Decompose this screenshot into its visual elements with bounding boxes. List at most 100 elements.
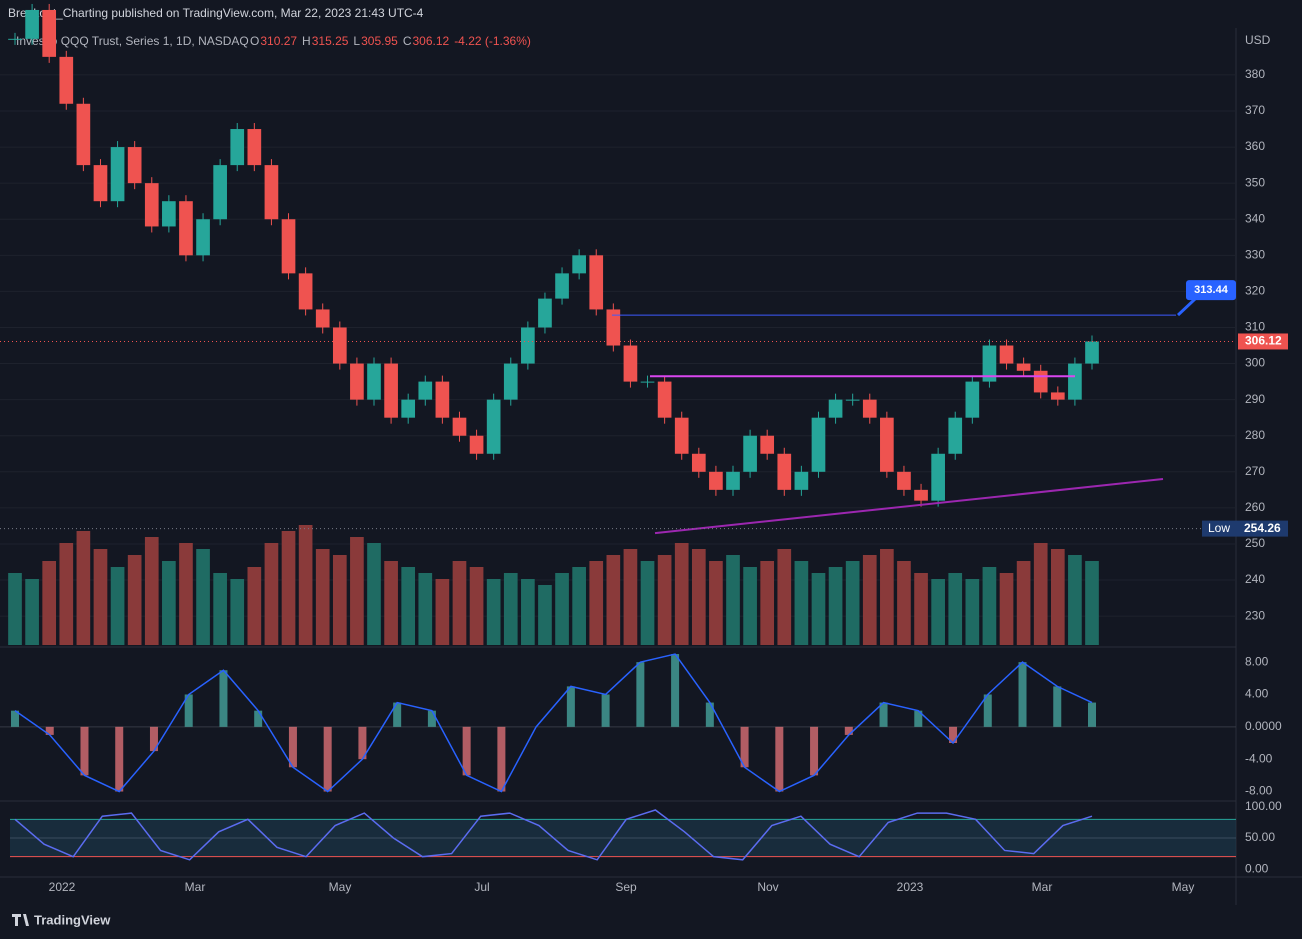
y-tick-label: 240	[1245, 572, 1265, 586]
volume-bar	[811, 573, 826, 645]
volume-bar	[213, 573, 227, 645]
x-tick-label: Mar	[1032, 880, 1053, 894]
candle	[691, 453, 706, 472]
y-tick-label: -8.00	[1245, 784, 1273, 798]
volume-bar	[367, 543, 381, 645]
candle	[538, 298, 552, 328]
resistance-tag	[1186, 280, 1236, 301]
candle	[743, 435, 757, 472]
candle	[503, 363, 518, 400]
candle	[897, 471, 911, 490]
volume-bar	[452, 561, 467, 645]
candle	[247, 129, 262, 166]
volume-bar	[1016, 561, 1031, 645]
volume-bar	[589, 561, 604, 645]
low-price: 254.26	[1244, 521, 1281, 535]
candle	[281, 219, 296, 274]
y-tick-label: 370	[1245, 103, 1265, 117]
candle	[384, 363, 398, 418]
low-label: Low	[1208, 521, 1230, 535]
volume-bar	[1050, 549, 1065, 645]
volume-bar	[674, 543, 689, 645]
volume-bar	[93, 549, 108, 645]
ohlc-key: L	[353, 34, 360, 48]
candle	[179, 201, 193, 256]
volume-bar	[982, 567, 997, 645]
volume-bar	[521, 579, 535, 645]
volume-bar	[230, 579, 245, 645]
volume-bar	[76, 531, 91, 645]
volume-bar	[965, 579, 980, 645]
macd-histogram	[115, 726, 124, 792]
x-tick-label: May	[329, 880, 352, 894]
trend-line	[654, 478, 1164, 535]
ohlc-value: -4.22 (-1.36%)	[454, 34, 531, 48]
volume-bar	[845, 561, 860, 645]
macd-histogram	[914, 710, 923, 727]
candle	[811, 417, 826, 472]
y-tick-label: 380	[1245, 67, 1265, 81]
volume-bar	[350, 537, 364, 645]
y-tick-label: 260	[1245, 500, 1265, 514]
volume-bar	[794, 561, 809, 645]
candle	[144, 183, 159, 227]
volume-bar	[777, 549, 792, 645]
currency: USD	[1245, 33, 1271, 47]
x-tick-label: May	[1172, 880, 1195, 894]
macd-histogram	[740, 726, 749, 768]
ohlc-key: C	[403, 34, 412, 48]
volume-bar	[880, 549, 894, 645]
volume-bar	[572, 567, 586, 645]
volume-bar	[743, 567, 757, 645]
macd-histogram	[358, 726, 367, 760]
volume-bar	[538, 585, 552, 645]
candle	[1085, 341, 1099, 364]
symbol: Invesco QQQ Trust, Series 1, 1D, NASDAQ	[16, 34, 249, 48]
y-tick-label: 50.00	[1245, 830, 1275, 844]
volume-bar	[144, 537, 159, 645]
macd-line	[14, 653, 1093, 793]
candle	[486, 399, 501, 454]
candle	[264, 165, 279, 220]
volume-bar	[691, 549, 706, 645]
y-tick-label: 310	[1245, 320, 1265, 334]
candle	[110, 147, 125, 202]
candle	[982, 345, 997, 382]
volume-bar	[1068, 555, 1082, 645]
volume-bar	[281, 531, 296, 645]
volume-bar	[709, 561, 723, 645]
candle	[401, 399, 416, 418]
macd-histogram	[45, 726, 54, 735]
candle	[298, 273, 313, 310]
candle	[760, 435, 775, 454]
y-tick-label: 330	[1245, 247, 1265, 261]
candle	[435, 381, 450, 418]
x-tick-label: Jul	[474, 880, 489, 894]
macd-histogram	[323, 726, 332, 792]
macd-histogram	[254, 710, 263, 727]
candle	[674, 417, 689, 454]
macd-histogram	[427, 710, 436, 727]
y-tick-label: 0.0000	[1245, 719, 1282, 733]
candle	[230, 129, 245, 166]
macd-histogram	[983, 694, 992, 727]
candle	[777, 453, 792, 490]
candle	[127, 147, 142, 184]
candle	[828, 399, 843, 418]
candle	[657, 381, 672, 418]
macd-histogram	[497, 726, 506, 792]
low-tag	[1202, 520, 1288, 537]
volume-bar	[657, 555, 672, 645]
volume-bar	[264, 543, 279, 645]
volume-bar	[503, 573, 518, 645]
candle	[1068, 363, 1082, 400]
volume-bar	[332, 555, 347, 645]
volume-bar	[162, 561, 176, 645]
volume-bar	[486, 579, 501, 645]
x-tick-label: 2022	[49, 880, 76, 894]
ohlc-value: 310.27	[260, 34, 297, 48]
ohlc-value: 305.95	[361, 34, 398, 48]
macd-histogram	[462, 726, 471, 776]
volume-bar	[196, 549, 210, 645]
candle	[8, 38, 22, 40]
